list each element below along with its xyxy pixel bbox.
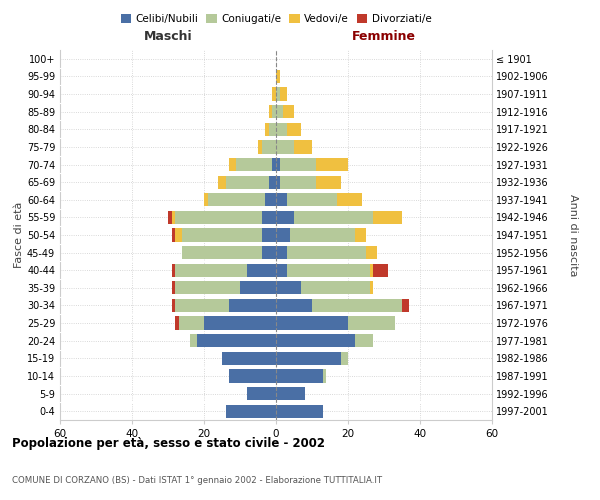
Y-axis label: Anni di nascita: Anni di nascita bbox=[568, 194, 578, 276]
Bar bbox=[204, 193, 208, 206]
Bar bbox=[402, 299, 409, 312]
Bar bbox=[272, 88, 276, 101]
Bar bbox=[172, 228, 175, 241]
Bar bbox=[287, 193, 337, 206]
Y-axis label: Fasce di età: Fasce di età bbox=[14, 202, 24, 268]
Bar bbox=[258, 140, 262, 153]
Bar bbox=[276, 404, 323, 418]
Bar bbox=[168, 211, 172, 224]
Bar bbox=[337, 193, 362, 206]
Bar bbox=[276, 352, 341, 365]
Bar bbox=[197, 334, 276, 347]
Legend: Celibi/Nubili, Coniugati/e, Vedovi/e, Divorziati/e: Celibi/Nubili, Coniugati/e, Vedovi/e, Di… bbox=[116, 10, 436, 29]
Text: Popolazione per età, sesso e stato civile - 2002: Popolazione per età, sesso e stato civil… bbox=[12, 437, 325, 450]
Bar bbox=[276, 105, 283, 118]
Bar bbox=[276, 246, 287, 259]
Bar bbox=[272, 105, 276, 118]
Bar bbox=[276, 122, 287, 136]
Bar bbox=[229, 370, 276, 382]
Bar bbox=[208, 193, 265, 206]
Text: COMUNE DI CORZANO (BS) - Dati ISTAT 1° gennaio 2002 - Elaborazione TUTTITALIA.IT: COMUNE DI CORZANO (BS) - Dati ISTAT 1° g… bbox=[12, 476, 382, 485]
Bar bbox=[175, 211, 262, 224]
Bar bbox=[370, 264, 373, 277]
Text: Femmine: Femmine bbox=[352, 30, 416, 43]
Bar bbox=[269, 122, 276, 136]
Bar bbox=[172, 299, 175, 312]
Bar bbox=[236, 158, 272, 171]
Bar bbox=[287, 122, 301, 136]
Bar bbox=[218, 176, 226, 188]
Bar bbox=[175, 316, 179, 330]
Bar bbox=[276, 140, 294, 153]
Bar bbox=[276, 387, 305, 400]
Bar bbox=[366, 246, 377, 259]
Bar bbox=[276, 70, 280, 83]
Bar bbox=[175, 264, 247, 277]
Bar bbox=[269, 176, 276, 188]
Bar bbox=[262, 140, 276, 153]
Bar bbox=[276, 316, 348, 330]
Bar bbox=[370, 281, 373, 294]
Bar bbox=[247, 264, 276, 277]
Bar bbox=[182, 228, 262, 241]
Bar bbox=[262, 211, 276, 224]
Bar bbox=[229, 299, 276, 312]
Text: Maschi: Maschi bbox=[143, 30, 193, 43]
Bar bbox=[276, 88, 280, 101]
Bar bbox=[175, 281, 240, 294]
Bar bbox=[373, 211, 402, 224]
Bar bbox=[276, 299, 312, 312]
Bar bbox=[316, 158, 348, 171]
Bar bbox=[276, 370, 323, 382]
Bar bbox=[355, 228, 366, 241]
Bar bbox=[301, 281, 370, 294]
Bar bbox=[179, 316, 204, 330]
Bar bbox=[172, 264, 175, 277]
Bar bbox=[226, 404, 276, 418]
Bar bbox=[172, 211, 175, 224]
Bar bbox=[276, 334, 355, 347]
Bar bbox=[276, 158, 280, 171]
Bar bbox=[348, 316, 395, 330]
Bar bbox=[226, 176, 269, 188]
Bar bbox=[240, 281, 276, 294]
Bar bbox=[294, 211, 373, 224]
Bar bbox=[229, 158, 236, 171]
Bar bbox=[265, 122, 269, 136]
Bar bbox=[341, 352, 348, 365]
Bar bbox=[265, 193, 276, 206]
Bar bbox=[276, 281, 301, 294]
Bar bbox=[175, 299, 229, 312]
Bar bbox=[262, 246, 276, 259]
Bar bbox=[280, 158, 316, 171]
Bar bbox=[272, 158, 276, 171]
Bar bbox=[276, 211, 294, 224]
Bar bbox=[355, 334, 373, 347]
Bar bbox=[323, 370, 326, 382]
Bar bbox=[276, 228, 290, 241]
Bar bbox=[190, 334, 197, 347]
Bar bbox=[276, 193, 287, 206]
Bar bbox=[204, 316, 276, 330]
Bar bbox=[269, 105, 272, 118]
Bar bbox=[222, 352, 276, 365]
Bar bbox=[373, 264, 388, 277]
Bar bbox=[276, 176, 280, 188]
Bar bbox=[290, 228, 355, 241]
Bar bbox=[287, 264, 370, 277]
Bar bbox=[182, 246, 262, 259]
Bar bbox=[172, 281, 175, 294]
Bar bbox=[276, 264, 287, 277]
Bar bbox=[316, 176, 341, 188]
Bar bbox=[287, 246, 366, 259]
Bar bbox=[294, 140, 312, 153]
Bar bbox=[247, 387, 276, 400]
Bar bbox=[312, 299, 402, 312]
Bar bbox=[262, 228, 276, 241]
Bar bbox=[280, 88, 287, 101]
Bar bbox=[175, 228, 182, 241]
Bar bbox=[283, 105, 294, 118]
Bar bbox=[280, 176, 316, 188]
